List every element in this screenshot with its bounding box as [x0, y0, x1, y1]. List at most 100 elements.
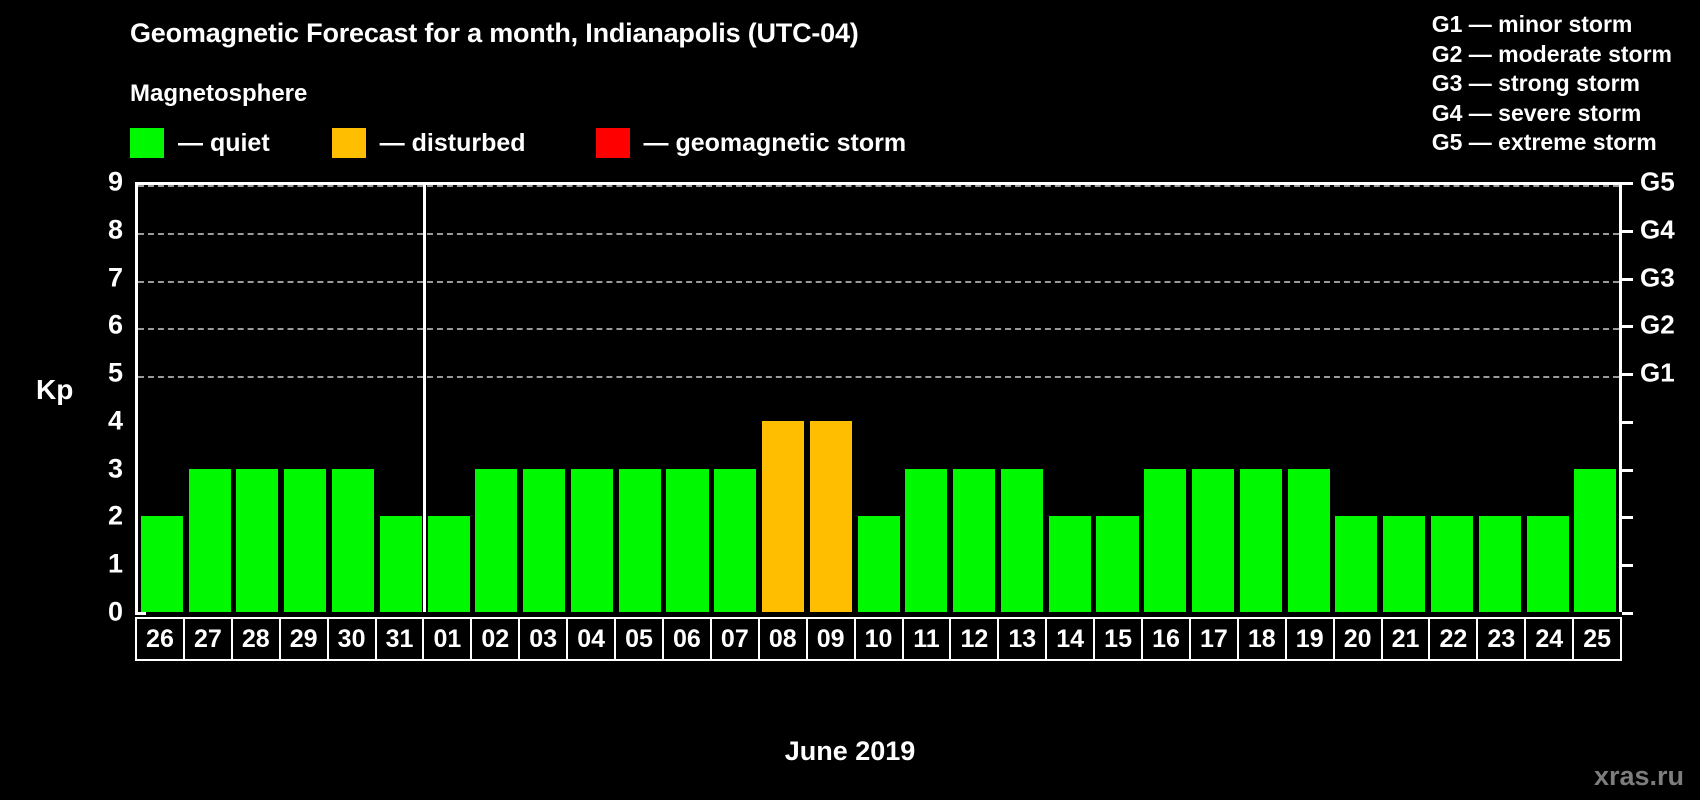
page-title: Geomagnetic Forecast for a month, Indian… — [130, 18, 859, 48]
bar-07 — [714, 468, 757, 612]
month-divider — [423, 182, 427, 612]
y-tick-label-2: 2 — [107, 500, 123, 531]
g-tick-mark-minor-3 — [1622, 468, 1633, 472]
date-label-25: 25 — [1583, 624, 1612, 653]
bar-cell — [138, 185, 186, 612]
gridline-kp-9 — [138, 185, 1619, 187]
date-axis: 26 27 28 29 30 31 01 02 03 04 05 06 07 08 09 10 11 12 13 14… — [135, 617, 1622, 661]
g-scale-line-2: G2 — moderate storm — [1431, 40, 1672, 67]
gridline-kp-5 — [138, 376, 1619, 379]
bar-cell — [472, 185, 520, 612]
date-label-19: 19 — [1287, 619, 1335, 659]
legend-swatch-storm-icon — [595, 128, 630, 158]
gridline-kp-6 — [138, 328, 1619, 331]
bar-29 — [284, 468, 327, 612]
date-label-04: 04 — [568, 619, 617, 659]
bar-cell — [1046, 185, 1094, 612]
y-tick-label-6: 6 — [107, 309, 123, 340]
bar-06 — [666, 468, 709, 612]
bar-16 — [1144, 468, 1187, 612]
date-label-03: 03 — [520, 619, 569, 659]
y-tick-label-1: 1 — [107, 548, 123, 579]
bar-cell — [1189, 185, 1237, 612]
bar-23 — [1478, 516, 1521, 612]
bar-cell — [520, 185, 568, 612]
g-tick-mark-minor-0 — [1622, 612, 1633, 615]
bar-cell — [329, 185, 377, 612]
date-label-08: 08 — [760, 619, 808, 659]
date-label-06: 06 — [664, 619, 712, 659]
bar-cell — [1571, 185, 1619, 612]
bar-cell — [186, 185, 234, 612]
bar-cell — [234, 185, 282, 612]
bar-27 — [188, 468, 231, 612]
date-label-26: 26 — [137, 619, 185, 659]
g-axis-label-G3: G3 — [1640, 262, 1675, 293]
y-tick-label-3: 3 — [107, 453, 123, 484]
bar-cell — [1237, 185, 1285, 612]
bar-cell — [1428, 185, 1476, 612]
date-label-07: 07 — [712, 619, 760, 659]
y-tick-label-8: 8 — [107, 214, 123, 245]
g-tick-mark-G3 — [1622, 277, 1633, 281]
legend: — quiet — disturbed — geomagnetic storm — [130, 128, 906, 158]
date-label-17: 17 — [1191, 619, 1239, 659]
bar-15 — [1096, 516, 1139, 612]
bar-08 — [762, 420, 805, 612]
bar-cell — [377, 185, 425, 612]
g-tick-mark-G4 — [1622, 229, 1633, 233]
date-label-02: 02 — [472, 619, 521, 659]
bar-13 — [1000, 468, 1043, 612]
bar-30 — [331, 468, 375, 612]
bar-cell — [759, 185, 807, 612]
bar-09 — [809, 420, 852, 612]
g-scale-line-1: G1 — minor storm — [1431, 11, 1633, 37]
bar-cell — [425, 185, 473, 612]
g-axis-label-G4: G4 — [1640, 214, 1675, 245]
g-scale-line-4: G4 — severe storm — [1431, 99, 1642, 126]
date-label-15: 15 — [1095, 619, 1144, 659]
g-scale-legend: G1 — minor storm G2 — moderate storm G3 — … — [1432, 10, 1672, 158]
g-tick-mark-minor-4 — [1622, 420, 1633, 424]
legend-item-storm: — geomagnetic storm — [595, 128, 906, 158]
legend-heading: Magnetosphere — [130, 80, 308, 107]
date-label-21: 21 — [1383, 619, 1431, 659]
g-scale-line-5: G5 — extreme storm — [1431, 129, 1657, 155]
bar-cell — [664, 185, 712, 612]
bar-26 — [140, 516, 183, 612]
g-tick-mark-minor-1 — [1622, 564, 1633, 568]
date-label-11: 11 — [904, 619, 952, 659]
y-tick-label-0: 0 — [107, 596, 123, 627]
date-label-13: 13 — [999, 619, 1048, 659]
bar-cell — [1333, 185, 1381, 612]
bar-cell — [1094, 185, 1142, 612]
bar-20 — [1335, 516, 1378, 612]
y-axis: 0 1 2 3 4 5 6 7 8 9 — [78, 167, 146, 627]
date-label-29: 29 — [281, 619, 329, 659]
date-label-14: 14 — [1047, 619, 1096, 659]
x-axis-label: June 2019 — [784, 736, 916, 766]
bar-18 — [1239, 468, 1282, 612]
legend-label-quiet: — quiet — [178, 128, 270, 157]
bar-22 — [1430, 516, 1473, 612]
bar-11 — [905, 468, 948, 612]
y-tick-label-5: 5 — [107, 357, 123, 388]
bar-cell — [903, 185, 951, 612]
date-label-12: 12 — [951, 619, 1000, 659]
bar-cell — [281, 185, 329, 612]
bar-12 — [953, 468, 996, 612]
y-tick-mark-0 — [135, 612, 146, 615]
date-label-23: 23 — [1478, 619, 1527, 659]
date-label-28: 28 — [233, 619, 281, 659]
date-label-20: 20 — [1335, 619, 1383, 659]
date-label-22: 22 — [1430, 619, 1479, 659]
bar-cell — [1380, 185, 1428, 612]
gridline-kp-7 — [138, 280, 1619, 283]
bar-14 — [1048, 516, 1091, 612]
g-tick-mark-minor-2 — [1622, 516, 1633, 520]
date-label-16: 16 — [1143, 619, 1191, 659]
bar-cell — [950, 185, 998, 612]
date-label-30: 30 — [329, 619, 377, 659]
date-label-01: 01 — [424, 619, 473, 659]
